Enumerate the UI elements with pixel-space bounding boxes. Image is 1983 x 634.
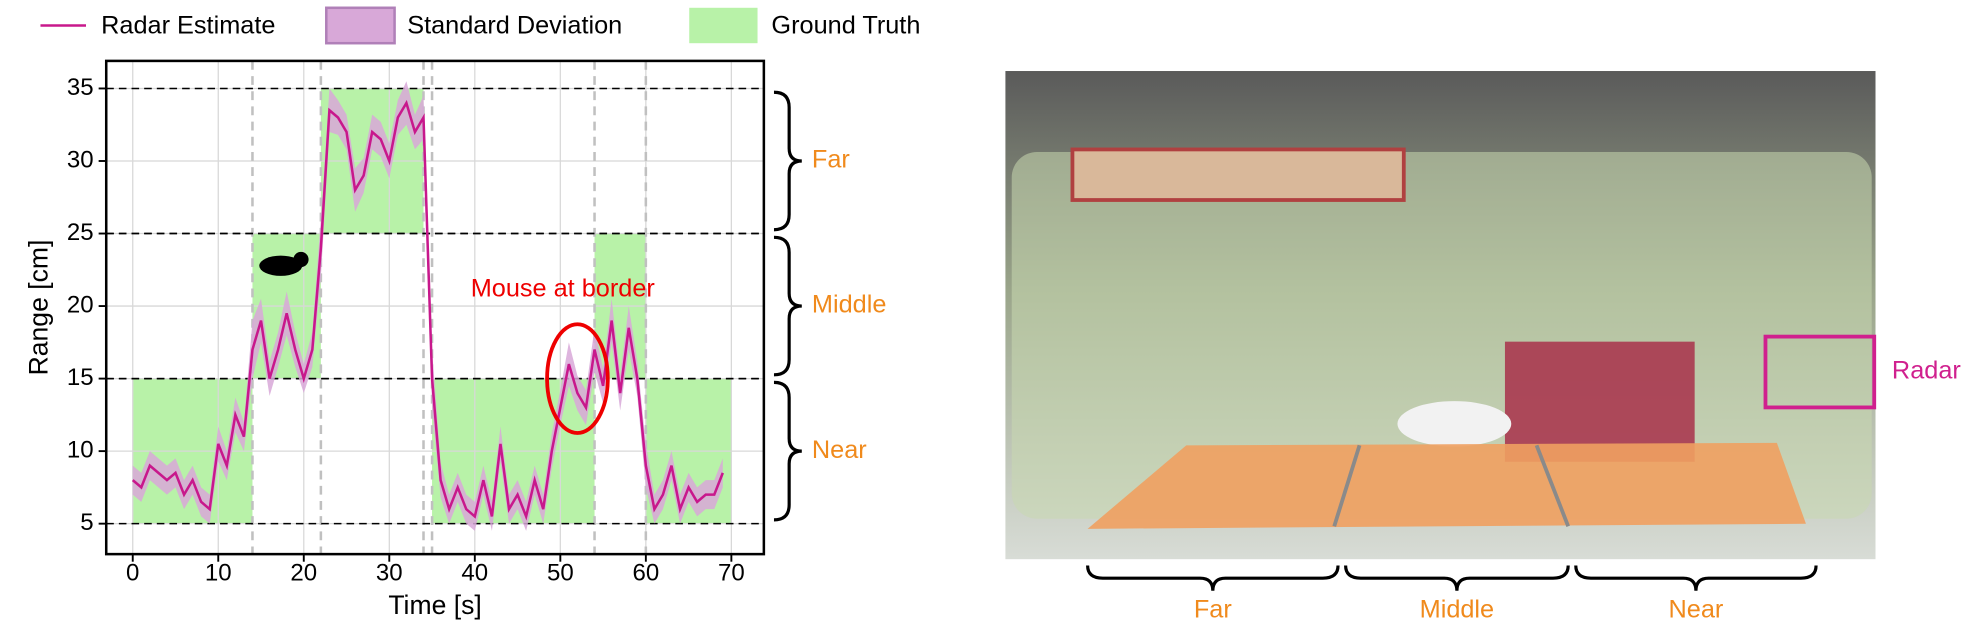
mouse-icon	[293, 251, 309, 268]
mouse-icon	[259, 255, 303, 276]
x-tick-label: 10	[205, 560, 232, 587]
photo-label: Middle	[1420, 596, 1494, 624]
x-tick-label: 0	[126, 560, 139, 587]
x-tick-label: 50	[547, 560, 574, 587]
mouse	[1397, 401, 1512, 447]
region-label: Middle	[812, 291, 886, 319]
x-tick-label: 40	[461, 560, 488, 587]
y-tick-label: 35	[67, 74, 94, 101]
photo-label: Far	[1194, 596, 1232, 624]
photo-brace	[1344, 565, 1570, 591]
x-tick-label: 20	[290, 560, 317, 587]
zone-divider	[1332, 444, 1362, 527]
x-tick-label: 70	[718, 560, 745, 587]
y-tick-label: 5	[80, 509, 93, 536]
region-label: Near	[812, 436, 867, 464]
region-brace	[773, 235, 802, 377]
radar-line	[131, 99, 724, 521]
legend-label: Ground Truth	[771, 11, 920, 39]
region-brace	[773, 380, 802, 522]
x-axis-label: Time [s]	[388, 590, 481, 620]
std-band	[132, 81, 723, 531]
shelter	[1504, 341, 1695, 462]
x-tick-label: 60	[632, 560, 659, 587]
region-label: Far	[812, 146, 850, 174]
y-tick-label: 10	[67, 436, 94, 463]
y-tick-label: 25	[67, 219, 94, 246]
legend-gt	[689, 7, 758, 44]
photo	[1005, 71, 1877, 560]
legend-band	[325, 6, 396, 45]
photo-brace	[1574, 565, 1818, 591]
y-tick-label: 20	[67, 291, 94, 318]
floor-zone	[1087, 442, 1806, 529]
annotation-text: Mouse at border	[471, 274, 655, 302]
photo-brace	[1086, 565, 1340, 591]
plot-frame	[104, 59, 766, 556]
region-brace	[773, 90, 802, 232]
radar-box	[1763, 334, 1877, 410]
legend-label: Radar Estimate	[101, 11, 275, 39]
y-tick-label: 15	[67, 364, 94, 391]
annotation-ellipse	[545, 322, 610, 435]
cage-lid	[1070, 147, 1406, 202]
x-tick-label: 30	[376, 560, 403, 587]
y-tick-label: 30	[67, 146, 94, 173]
y-axis-label: Range [cm]	[23, 240, 53, 376]
legend-label: Standard Deviation	[407, 11, 622, 39]
radar-label: Radar	[1892, 357, 1961, 385]
photo-label: Near	[1669, 596, 1724, 624]
zone-divider	[1534, 444, 1570, 527]
